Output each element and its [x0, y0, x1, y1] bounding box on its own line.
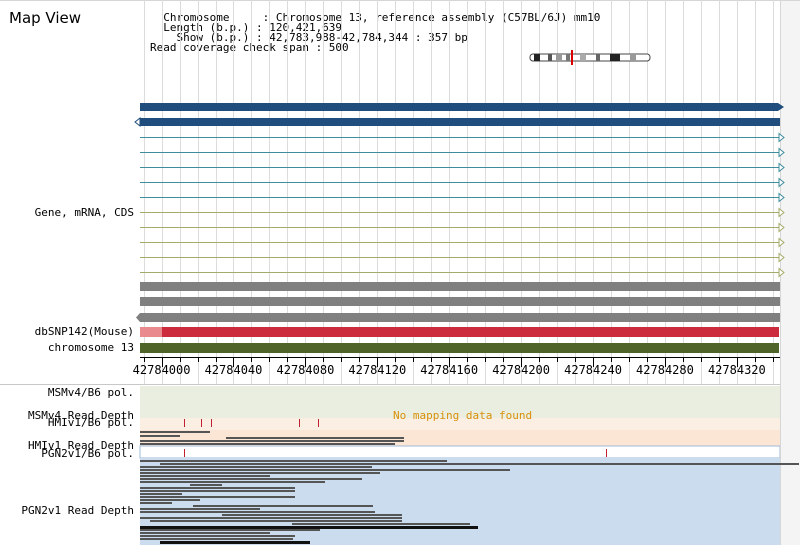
scale-label: 42784240: [564, 363, 622, 377]
chromosome-track-label: chromosome 13: [47, 341, 134, 354]
read-bar: [140, 475, 270, 477]
read-bar: [190, 484, 222, 486]
scale-label: 42784280: [636, 363, 694, 377]
read-bar: [140, 508, 260, 510]
read-bar: [160, 463, 799, 465]
pgn-pol-label: PGN2v1/B6 pol.: [41, 447, 134, 460]
mrna-arrow: [778, 222, 785, 233]
msm-pol-markers: [184, 419, 319, 427]
read-bar: [160, 541, 310, 544]
read-bar: [140, 472, 380, 474]
pgn-read-depth: [140, 460, 799, 544]
ideogram-position-marker: [571, 50, 573, 65]
no-data-message: No mapping data found: [393, 409, 533, 422]
read-bar: [150, 520, 402, 522]
scale-label: 42784080: [276, 363, 335, 377]
read-bar: [140, 517, 402, 519]
cds-bar-1[interactable]: [140, 282, 780, 291]
snp-segment-light[interactable]: [140, 327, 162, 337]
scale-label: 42784320: [707, 363, 766, 377]
gene-bar[interactable]: [140, 103, 778, 111]
read-bar: [140, 496, 295, 498]
read-bar: [140, 481, 325, 483]
mrna-lines[interactable]: [140, 132, 785, 278]
read-bar: [292, 523, 470, 525]
pgn-pol-markers: [184, 449, 607, 457]
right-scrollbar[interactable]: [781, 0, 800, 545]
hmi-depth-label: HMIv1 Read Depth: [28, 439, 134, 452]
msm-depth-label: MSMv4 Read Depth: [28, 409, 134, 422]
mrna-arrow: [778, 252, 785, 263]
read-bar: [226, 437, 404, 439]
read-bar: [140, 443, 395, 445]
scale-label: 42784200: [492, 363, 551, 377]
read-bar: [222, 514, 402, 516]
read-bar: [140, 469, 510, 471]
read-bar: [140, 538, 293, 540]
page-title: Map View: [9, 9, 82, 27]
mrna-arrow: [778, 162, 785, 173]
cds-reverse-arrow: [136, 313, 140, 322]
pgn-depth-label: PGN2v1 Read Depth: [21, 504, 134, 517]
msm-pol-band: [140, 386, 780, 418]
read-bar: [140, 502, 172, 504]
gene-bar-reverse[interactable]: [140, 118, 780, 126]
cds-bar-3[interactable]: [140, 313, 780, 322]
scale-label: 42784000: [132, 363, 191, 377]
mrna-arrow: [778, 207, 785, 218]
gene-arrow: [778, 103, 784, 111]
mrna-arrow: [778, 147, 785, 158]
scale-label: 42784160: [420, 363, 479, 377]
cds-bar-2[interactable]: [140, 297, 780, 306]
hmi-pol-label: HMIv1/B6 pol.: [47, 416, 134, 429]
read-bar: [140, 460, 447, 462]
read-bar: [140, 490, 295, 492]
read-bar: [140, 431, 210, 433]
scale-label: 42784040: [204, 363, 263, 377]
read-bar: [140, 487, 295, 489]
read-bar: [193, 505, 373, 507]
read-bar: [140, 493, 182, 495]
mrna-arrow: [778, 132, 785, 143]
read-bar: [140, 435, 180, 437]
read-bar: [140, 440, 404, 442]
scale-ticks: [144, 357, 774, 367]
coverage-span-info-line: Read coverage check span : 500: [150, 41, 349, 54]
snp-bar[interactable]: [162, 327, 779, 337]
gene-reverse-arrow: [134, 116, 141, 128]
mrna-arrow: [778, 267, 785, 278]
scale-label: 42784120: [348, 363, 407, 377]
mrna-arrow: [778, 192, 785, 203]
read-bar: [140, 535, 295, 537]
read-bar: [140, 466, 372, 468]
read-bar: [140, 499, 200, 501]
snp-track-label: dbSNP142(Mouse): [34, 325, 134, 338]
hmi-read-depth: [140, 431, 404, 445]
show-range-info-line: Show (b.p.) : 42,783,988-42,784,344 : 35…: [150, 31, 468, 44]
gene-track-label: Gene, mRNA, CDS: [34, 206, 134, 219]
chromosome-ideogram[interactable]: [529, 50, 651, 65]
chromosome-bar[interactable]: [140, 343, 779, 353]
read-bar: [140, 532, 270, 534]
read-bar: [140, 529, 320, 531]
mrna-arrow: [778, 237, 785, 248]
read-bar: [140, 511, 375, 513]
read-bar: [140, 478, 362, 480]
msm-pol-label: MSMv4/B6 pol.: [47, 386, 134, 399]
read-bar: [140, 526, 478, 529]
mrna-arrow: [778, 177, 785, 188]
